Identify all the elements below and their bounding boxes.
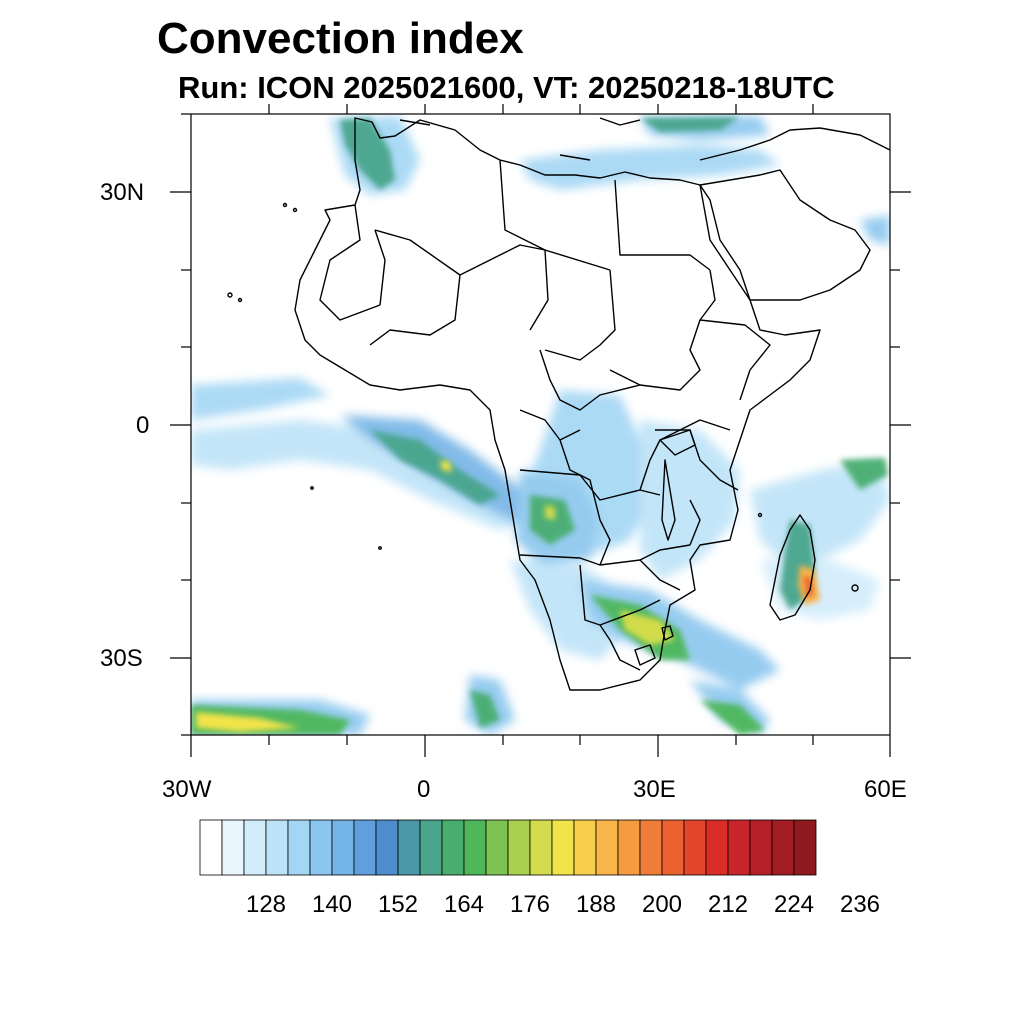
colorbar-swatch <box>617 819 641 876</box>
lon-label-0: 0 <box>417 776 431 803</box>
colorbar-swatch <box>749 819 773 876</box>
colorbar-swatch <box>309 819 333 876</box>
colorbar-swatch <box>551 819 575 876</box>
plot-subtitle: Run: ICON 2025021600, VT: 20250218-18UTC <box>178 70 835 105</box>
africa-coastline <box>294 117 821 691</box>
colorbar-tick-label: 188 <box>576 891 616 918</box>
colorbar-swatch <box>661 819 685 876</box>
colorbar-swatch <box>595 819 619 876</box>
colorbar-swatch <box>265 819 289 876</box>
plot-title: Convection index <box>157 14 524 63</box>
colorbar-swatch <box>243 819 267 876</box>
lon-label-60e: 60E <box>864 776 907 803</box>
colorbar-swatch <box>683 819 707 876</box>
colorbar-swatch <box>441 819 465 876</box>
coastlines-and-borders <box>227 117 890 691</box>
colorbar-tick-label: 236 <box>840 891 880 918</box>
colorbar-swatch <box>397 819 421 876</box>
colorbar-swatch <box>331 819 355 876</box>
colorbar-swatch <box>287 819 311 876</box>
colorbar-swatch <box>529 819 553 876</box>
colorbar-swatch <box>639 819 663 876</box>
colorbar-tick-label: 164 <box>444 891 484 918</box>
arabian-peninsula <box>699 169 871 301</box>
colorbar-swatch <box>793 819 817 876</box>
lon-label-30w: 30W <box>162 776 212 803</box>
colorbar-tick-label: 212 <box>708 891 748 918</box>
colorbar-swatch <box>353 819 377 876</box>
colorbar-swatch <box>573 819 597 876</box>
colorbar-swatch <box>727 819 751 876</box>
colorbar-tick-label: 200 <box>642 891 682 918</box>
colorbar-swatch <box>199 819 223 876</box>
madagascar <box>769 514 816 621</box>
colorbar-swatch <box>507 819 531 876</box>
lon-label-30e: 30E <box>633 776 676 803</box>
middle-east-coast <box>699 127 890 161</box>
colorbar-tick-label: 140 <box>312 891 352 918</box>
colorbar-swatch <box>221 819 245 876</box>
colorbar-swatch <box>375 819 399 876</box>
colorbar-tick-label: 176 <box>510 891 550 918</box>
lat-label-30s: 30S <box>100 645 143 672</box>
colorbar-swatch <box>771 819 795 876</box>
lat-label-0: 0 <box>136 412 150 439</box>
colorbar-swatch <box>419 819 443 876</box>
axis-ticks <box>170 104 911 757</box>
lat-label-30n: 30N <box>100 179 145 206</box>
colorbar-tick-label: 224 <box>774 891 814 918</box>
colorbar-swatch <box>485 819 509 876</box>
colorbar-tick-label: 152 <box>378 891 418 918</box>
colorbar-swatch <box>705 819 729 876</box>
colorbar-swatch <box>463 819 487 876</box>
colorbar-tick-label: 128 <box>246 891 286 918</box>
